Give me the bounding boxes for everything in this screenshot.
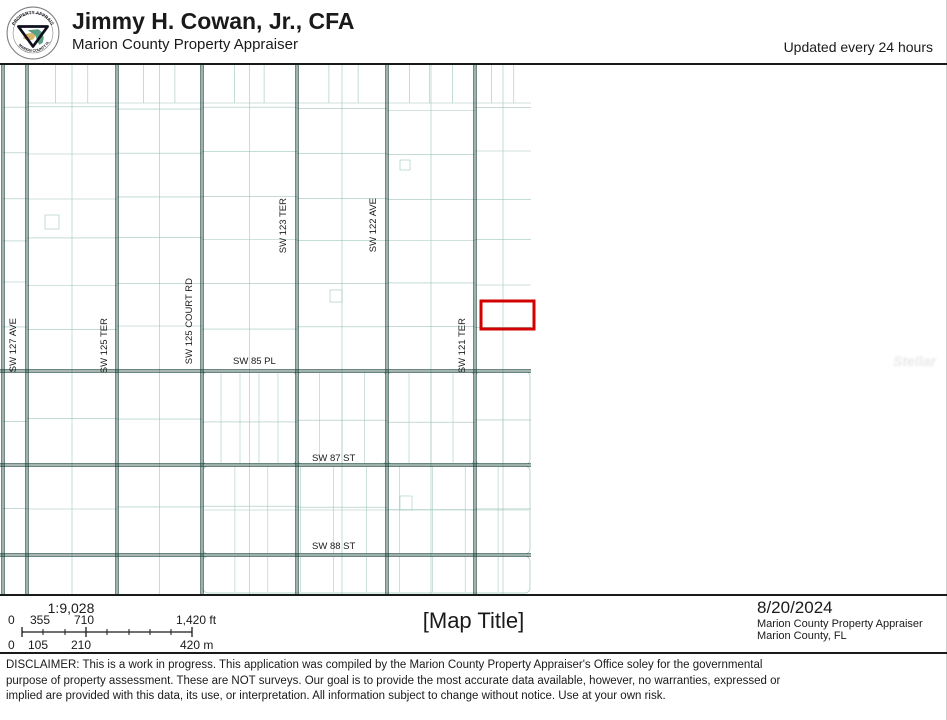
svg-text:420 m: 420 m — [180, 638, 213, 652]
svg-text:210: 210 — [71, 638, 91, 652]
svg-text:0: 0 — [8, 638, 15, 652]
svg-text:105: 105 — [28, 638, 48, 652]
